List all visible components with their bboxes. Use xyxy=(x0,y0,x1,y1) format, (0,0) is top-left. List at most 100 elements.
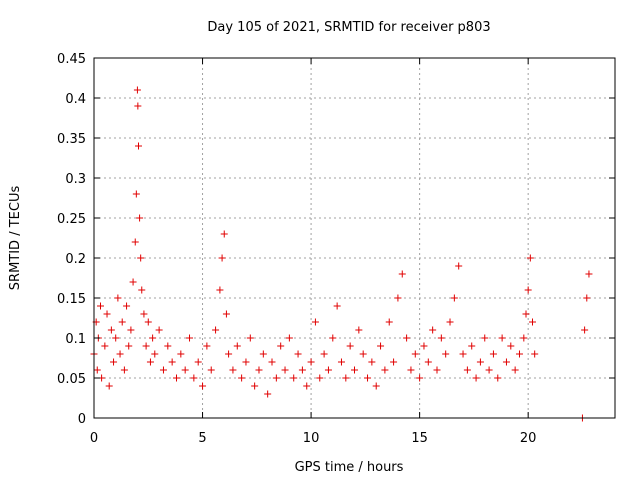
data-point xyxy=(164,342,172,350)
data-point xyxy=(485,366,493,374)
data-point xyxy=(494,374,502,382)
data-point xyxy=(155,326,163,334)
data-point xyxy=(446,318,454,326)
y-axis-label: SRMTID / TECUs xyxy=(8,186,23,291)
data-point xyxy=(403,334,411,342)
data-point xyxy=(385,318,393,326)
data-point xyxy=(424,358,432,366)
data-point xyxy=(131,238,139,246)
data-point xyxy=(110,358,118,366)
data-point xyxy=(138,286,146,294)
data-point xyxy=(238,374,246,382)
data-point xyxy=(142,342,150,350)
y-tick-label: 0.35 xyxy=(57,132,86,147)
data-point xyxy=(116,350,124,358)
data-point xyxy=(149,334,157,342)
y-tick-label: 0.15 xyxy=(57,292,86,307)
data-point xyxy=(372,382,380,390)
data-point xyxy=(107,326,115,334)
data-point xyxy=(355,326,363,334)
data-points xyxy=(90,86,593,422)
data-point xyxy=(583,294,591,302)
data-point xyxy=(101,342,109,350)
data-point xyxy=(136,214,144,222)
x-tick-label: 20 xyxy=(520,431,537,446)
data-point xyxy=(377,342,385,350)
data-point xyxy=(359,350,367,358)
data-point xyxy=(342,374,350,382)
data-point xyxy=(433,366,441,374)
data-point xyxy=(194,358,202,366)
data-point xyxy=(398,270,406,278)
data-point xyxy=(268,358,276,366)
data-point xyxy=(522,310,530,318)
data-point xyxy=(277,342,285,350)
y-tick-label: 0.1 xyxy=(65,332,86,347)
y-tick-label: 0.25 xyxy=(57,212,86,227)
data-point xyxy=(114,294,122,302)
data-point xyxy=(481,334,489,342)
data-point xyxy=(264,390,272,398)
data-point xyxy=(311,318,319,326)
data-point xyxy=(132,190,140,198)
data-point xyxy=(222,310,230,318)
data-point xyxy=(411,350,419,358)
data-point xyxy=(229,366,237,374)
data-point xyxy=(531,350,539,358)
data-point xyxy=(502,358,510,366)
data-point xyxy=(337,358,345,366)
data-point xyxy=(498,334,506,342)
data-point xyxy=(324,366,332,374)
data-point xyxy=(272,374,280,382)
data-point xyxy=(307,358,315,366)
data-point xyxy=(472,374,480,382)
data-point xyxy=(220,230,228,238)
data-point xyxy=(103,310,111,318)
data-point xyxy=(120,366,128,374)
data-point xyxy=(118,318,126,326)
data-point xyxy=(437,334,445,342)
data-point xyxy=(529,318,537,326)
data-point xyxy=(203,342,211,350)
data-point xyxy=(172,374,180,382)
chart-title: Day 105 of 2021, SRMTID for receiver p80… xyxy=(207,20,490,35)
data-point xyxy=(364,374,372,382)
data-point xyxy=(97,302,105,310)
data-point xyxy=(581,326,589,334)
data-point xyxy=(316,374,324,382)
data-point xyxy=(151,350,159,358)
axis-ticks: 0 0.05 0.1 0.15 0.2 0.25 0.3 0.35 0.4 0.45 0 5 10 15 2… xyxy=(57,52,615,446)
data-point xyxy=(489,350,497,358)
data-point xyxy=(511,366,519,374)
data-point xyxy=(225,350,233,358)
data-point xyxy=(507,342,515,350)
data-point xyxy=(468,342,476,350)
data-point xyxy=(105,382,113,390)
data-point xyxy=(407,366,415,374)
data-point xyxy=(168,358,176,366)
data-point xyxy=(420,342,428,350)
data-point xyxy=(394,294,402,302)
data-point xyxy=(246,334,254,342)
data-point xyxy=(212,326,220,334)
data-point xyxy=(524,286,532,294)
data-point xyxy=(137,254,145,262)
data-point xyxy=(133,86,141,94)
data-point xyxy=(135,142,143,150)
data-point xyxy=(476,358,484,366)
data-point xyxy=(585,270,593,278)
y-tick-label: 0.45 xyxy=(57,52,86,67)
data-point xyxy=(181,366,189,374)
data-point xyxy=(177,350,185,358)
data-point xyxy=(251,382,259,390)
data-point xyxy=(127,326,135,334)
data-point xyxy=(463,366,471,374)
y-tick-label: 0.4 xyxy=(65,92,86,107)
data-point xyxy=(290,374,298,382)
data-point xyxy=(329,334,337,342)
x-tick-label: 5 xyxy=(198,431,206,446)
x-tick-label: 15 xyxy=(411,431,428,446)
data-point xyxy=(381,366,389,374)
